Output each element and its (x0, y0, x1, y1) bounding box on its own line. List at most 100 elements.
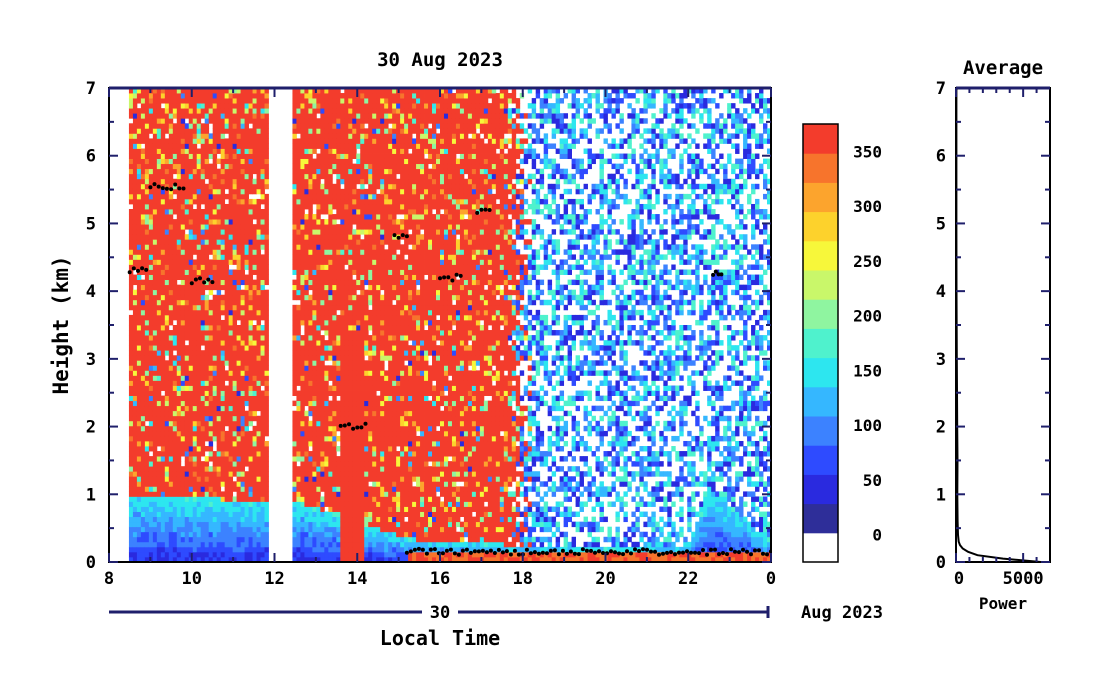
heatmap-cell (360, 486, 365, 492)
heatmap-cell (140, 289, 146, 296)
heatmap-cell (364, 345, 369, 351)
heatmap-cell (308, 118, 313, 124)
heatmap-cell (136, 314, 142, 321)
heatmap-cell (296, 98, 301, 104)
heatmap-cell (320, 193, 325, 200)
heatmap-cell (136, 440, 142, 447)
heatmap-cell (240, 319, 245, 326)
heatmap-cell (336, 325, 341, 331)
heatmap-cell (336, 163, 341, 170)
heatmap-cell (236, 224, 241, 230)
heatmap-cell (320, 153, 325, 159)
heatmap-cell (232, 98, 238, 104)
heatmap-cell (228, 375, 234, 381)
heatmap-cell (132, 123, 138, 129)
heatmap-cell (240, 511, 245, 518)
heatmap-cell (248, 486, 253, 492)
heatmap-cell (300, 229, 305, 235)
heatmap-cell (220, 556, 226, 562)
heatmap-cell (252, 446, 257, 452)
heatmap-cell (260, 269, 265, 275)
heatmap-cell (240, 289, 245, 296)
heatmap-cell (336, 249, 341, 255)
heatmap-cell (336, 113, 341, 119)
heatmap-cell (228, 350, 234, 356)
heatmap-cell (292, 279, 297, 286)
heatmap-cell (292, 526, 297, 533)
heatmap-cell (308, 138, 313, 144)
heatmap-cell (296, 340, 301, 346)
heatmap-cell (164, 239, 170, 245)
heatmap-cell (216, 178, 222, 185)
heatmap-cell (228, 319, 234, 326)
heatmap-cell (320, 299, 325, 306)
heatmap-cell (192, 420, 198, 427)
heatmap-cell (252, 168, 257, 175)
heatmap-cell (200, 314, 206, 321)
heatmap-cell (316, 133, 321, 139)
heatmap-cell (152, 385, 158, 391)
heatmap-cell (244, 456, 249, 462)
heatmap-cell (136, 209, 142, 215)
heatmap-cell (312, 390, 317, 396)
heatmap-cell (236, 385, 241, 391)
heatmap-cell (196, 446, 202, 452)
heatmap-cell (200, 410, 206, 417)
heatmap-cell (312, 385, 317, 391)
heatmap-cell (140, 420, 146, 427)
heatmap-cell (360, 546, 365, 553)
heatmap-cell (132, 340, 138, 346)
heatmap-cell (152, 451, 158, 457)
heatmap-cell (328, 471, 333, 477)
heatmap-cell (256, 319, 261, 326)
heatmap-cell (316, 456, 321, 462)
heatmap-cell (336, 168, 341, 175)
heatmap-cell (180, 269, 186, 275)
heatmap-cell (244, 264, 249, 270)
heatmap-cell (320, 254, 325, 260)
heatmap-cell (360, 506, 365, 512)
heatmap-cell (184, 219, 190, 225)
heatmap-cell (340, 420, 345, 427)
heatmap-cell (360, 209, 365, 215)
heatmap-cell (348, 118, 353, 124)
heatmap-cell (212, 501, 218, 507)
heatmap-cell (168, 214, 174, 220)
heatmap-cell (336, 330, 341, 336)
heatmap-cell (260, 173, 265, 180)
heatmap-cell (304, 370, 309, 376)
heatmap-cell (356, 556, 361, 562)
heatmap-cell (296, 476, 301, 482)
heatmap-cell (224, 330, 230, 336)
heatmap-cell (212, 143, 218, 149)
heatmap-cell (148, 330, 154, 336)
heatmap-cell (344, 486, 349, 492)
heatmap-cell (252, 269, 257, 275)
heatmap-cell (200, 224, 206, 230)
heatmap-cell (184, 319, 190, 326)
heatmap-cell (260, 556, 265, 562)
heatmap-cell (292, 481, 297, 487)
heatmap-cell (356, 214, 361, 220)
heatmap-cell (248, 385, 253, 391)
heatmap-cell (160, 345, 166, 351)
heatmap-cell (252, 299, 257, 306)
heatmap-cell (356, 360, 361, 366)
heatmap-cell (212, 340, 218, 346)
heatmap-cell (188, 501, 194, 507)
heatmap-cell (312, 415, 317, 422)
heatmap-cell (136, 365, 142, 371)
heatmap-cell (332, 103, 337, 109)
heatmap-cell (256, 103, 261, 109)
heatmap-cell (348, 345, 353, 351)
heatmap-cell (320, 143, 325, 149)
heatmap-cell (364, 375, 369, 381)
heatmap-cell (304, 365, 309, 371)
heatmap-cell (292, 345, 297, 351)
heatmap-cell (324, 521, 329, 528)
heatmap-cell (252, 118, 257, 124)
heatmap-cell (264, 486, 269, 492)
heatmap-cell (368, 551, 373, 558)
heatmap-cell (316, 556, 321, 562)
heatmap-cell (348, 546, 353, 553)
